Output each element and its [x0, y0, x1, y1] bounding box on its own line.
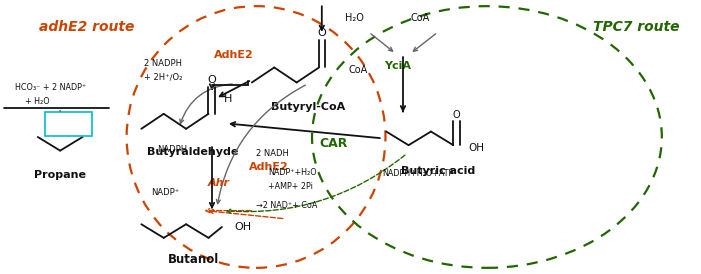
Text: Butyraldehyde: Butyraldehyde: [147, 147, 239, 157]
Text: O: O: [207, 75, 216, 85]
FancyBboxPatch shape: [45, 112, 93, 136]
Text: NADP⁺: NADP⁺: [151, 189, 179, 197]
Text: Butyryl-CoA: Butyryl-CoA: [271, 102, 346, 112]
Text: adhE2 route: adhE2 route: [39, 20, 135, 34]
Text: 2 NADH: 2 NADH: [256, 149, 289, 158]
Text: CAR: CAR: [319, 137, 348, 150]
Text: HCO₃⁻ + 2 NADP⁺: HCO₃⁻ + 2 NADP⁺: [15, 83, 86, 92]
Text: O: O: [452, 110, 460, 120]
Text: OH: OH: [235, 222, 252, 232]
Text: Propane: Propane: [34, 170, 86, 180]
Text: + 2H⁺∕O₂: + 2H⁺∕O₂: [144, 73, 182, 82]
Text: AdhE2: AdhE2: [249, 162, 289, 172]
Text: O: O: [318, 28, 326, 38]
Text: +AMP+ 2Pi: +AMP+ 2Pi: [268, 182, 313, 191]
Text: Butyric acid: Butyric acid: [401, 166, 475, 176]
Text: AdhE2: AdhE2: [214, 50, 254, 60]
Text: CoA: CoA: [411, 13, 430, 23]
Text: 2 NADPH: 2 NADPH: [144, 59, 182, 68]
Text: H₂O: H₂O: [345, 13, 363, 23]
Text: TPC7 route: TPC7 route: [593, 20, 679, 34]
Text: ADO: ADO: [55, 119, 82, 129]
Text: Butanol: Butanol: [168, 253, 219, 266]
Text: CoA: CoA: [348, 65, 367, 75]
Text: NADP⁺+H₂O: NADP⁺+H₂O: [268, 168, 317, 177]
Text: H: H: [224, 94, 232, 104]
Text: →2 NAD⁺+ CoA: →2 NAD⁺+ CoA: [256, 201, 318, 210]
Text: NADPH+H₂O+ATP: NADPH+H₂O+ATP: [382, 169, 454, 178]
Text: + H₂O: + H₂O: [25, 97, 50, 106]
Text: NADPH: NADPH: [158, 145, 188, 154]
Text: YciA: YciA: [384, 61, 411, 71]
Text: OH: OH: [469, 143, 484, 153]
Text: Ahr: Ahr: [207, 178, 230, 188]
